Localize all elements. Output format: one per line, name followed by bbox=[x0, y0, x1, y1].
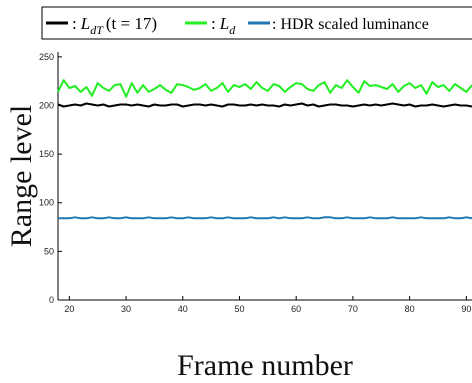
y-axis-label: Range level bbox=[5, 105, 38, 247]
series-ld-line bbox=[57, 79, 472, 98]
legend: : LdT (t = 17) : Ld : HDR scaled luminance bbox=[41, 6, 472, 40]
legend-label-ld: : Ld bbox=[211, 14, 236, 37]
x-tick-label: 90 bbox=[461, 304, 471, 314]
x-tick-label: 80 bbox=[405, 304, 415, 314]
x-tick-label: 70 bbox=[348, 304, 358, 314]
y-tick-label: 50 bbox=[44, 246, 54, 256]
y-tick-label: 100 bbox=[39, 198, 54, 208]
legend-label-hdr: : HDR scaled luminance bbox=[272, 16, 429, 33]
x-tick-label: 60 bbox=[291, 304, 301, 314]
y-tick-label: 250 bbox=[39, 52, 54, 62]
y-tick-label: 0 bbox=[49, 295, 54, 305]
x-tick-label: 20 bbox=[64, 304, 74, 314]
series-hdr-luminance-line bbox=[58, 216, 472, 220]
y-tick-label: 150 bbox=[39, 149, 54, 159]
legend-label-ldt: : LdT (t = 17) bbox=[72, 14, 157, 37]
x-axis-label: Frame number bbox=[177, 349, 353, 382]
x-tick-label: 50 bbox=[234, 304, 244, 314]
y-tick-label: 200 bbox=[39, 100, 54, 110]
axes bbox=[57, 52, 472, 301]
series-group bbox=[57, 79, 472, 220]
x-ticks: 20 30 40 50 60 70 80 90 bbox=[64, 296, 471, 314]
x-tick-label: 30 bbox=[121, 304, 131, 314]
series-ldt-line bbox=[57, 102, 472, 108]
x-tick-label: 40 bbox=[178, 304, 188, 314]
